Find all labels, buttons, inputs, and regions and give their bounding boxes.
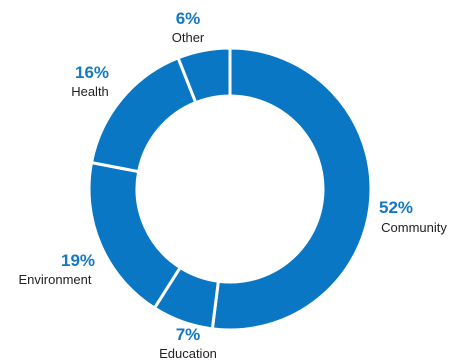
category-label-education: Education (159, 346, 217, 361)
donut-slices (87, 46, 373, 332)
category-label-community: Community (381, 220, 447, 235)
category-label-environment: Environment (19, 272, 92, 287)
value-label-health: 16% (75, 63, 109, 82)
value-label-education: 7% (176, 325, 201, 344)
donut-labels: 52% Community 7% Education 19% Environment 16%… (19, 9, 448, 361)
value-label-other: 6% (176, 9, 201, 28)
slice-community (210, 46, 373, 332)
slice-environment (87, 160, 183, 311)
category-label-health: Health (71, 84, 109, 99)
slice-other (176, 46, 232, 105)
value-label-environment: 19% (61, 251, 95, 270)
value-label-community: 52% (379, 198, 413, 217)
category-label-other: Other (172, 30, 205, 45)
